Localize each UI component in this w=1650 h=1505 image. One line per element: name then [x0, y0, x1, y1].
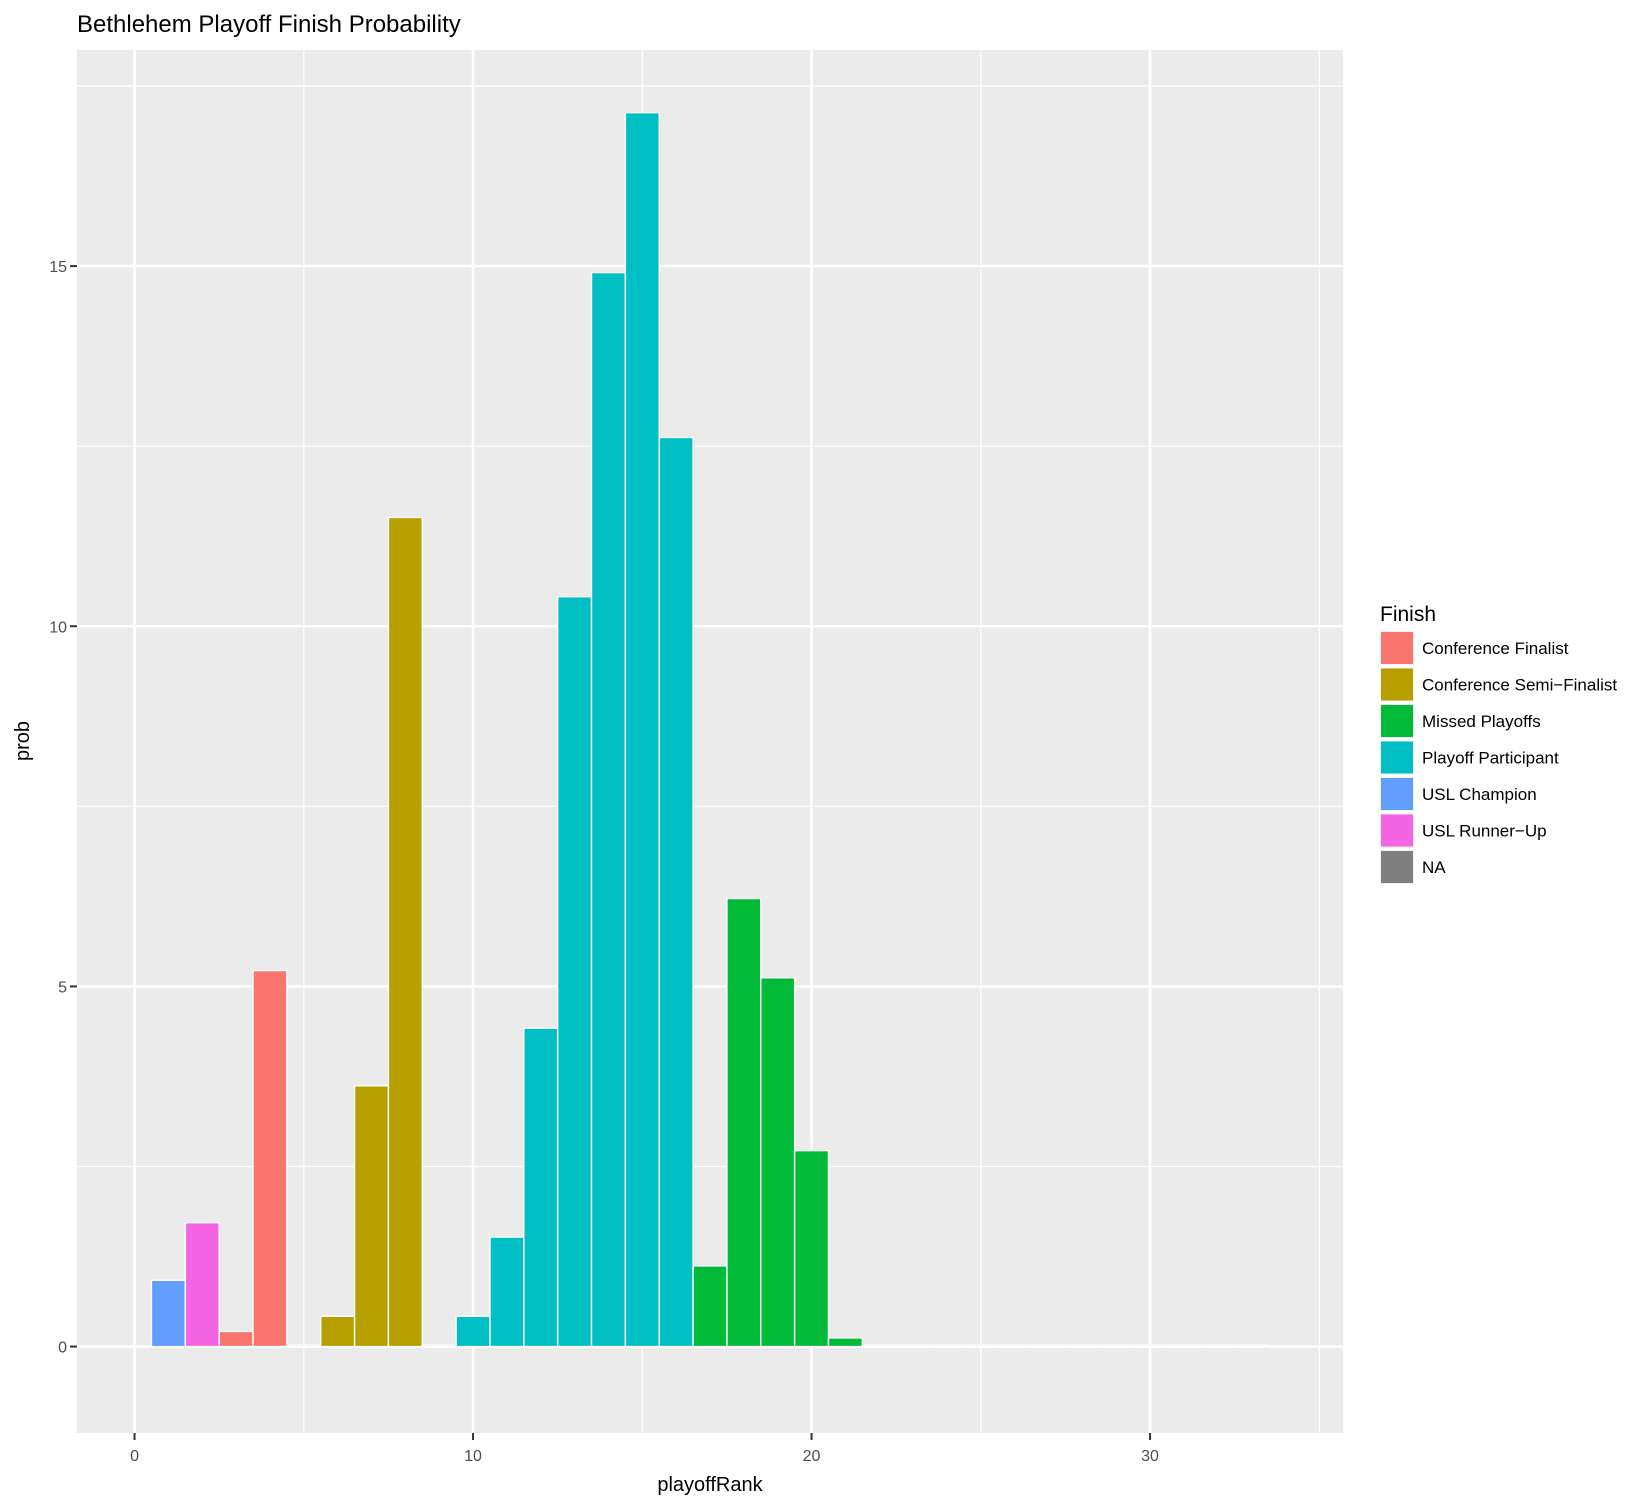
- legend-label: NA: [1422, 858, 1446, 877]
- bar-rank-7: [353, 1085, 390, 1348]
- legend-entries: Conference Finalist Conference Semi−Final…: [1380, 631, 1617, 884]
- y-tick-label: 15: [49, 259, 67, 276]
- bar-rank-18: [726, 897, 762, 1348]
- bar-rank-15: [624, 111, 660, 1348]
- y-axis: 0 5 10 15: [49, 259, 77, 1357]
- legend-swatch: [1381, 632, 1413, 664]
- bar-rank-10: [455, 1315, 491, 1348]
- bar-rank-25: [963, 1344, 999, 1348]
- x-tick-label: 0: [130, 1448, 139, 1465]
- bar-rank-33: [1233, 1344, 1270, 1348]
- chart-title: Bethlehem Playoff Finish Probability: [77, 11, 461, 38]
- y-tick-label: 5: [58, 979, 67, 996]
- bar-rank-14: [590, 271, 627, 1348]
- bar-rank-3: [218, 1330, 254, 1348]
- legend-label: USL Runner−Up: [1422, 822, 1547, 841]
- bar-rank-12: [523, 1027, 559, 1348]
- bar-rank-26: [997, 1344, 1033, 1348]
- legend-title: Finish: [1380, 603, 1436, 626]
- legend-label: Playoff Participant: [1422, 749, 1559, 768]
- bar-rank-17: [692, 1265, 728, 1348]
- bar-rank-31: [1166, 1344, 1202, 1348]
- bar-rank-6: [320, 1315, 356, 1348]
- y-tick-label: 10: [49, 619, 67, 636]
- bar-rank-8: [387, 516, 423, 1348]
- bar-rank-32: [1200, 1344, 1236, 1348]
- bar-rank-2: [184, 1221, 220, 1348]
- bars-group: [150, 111, 1270, 1348]
- bar-rank-21: [827, 1337, 864, 1348]
- x-axis: 0 10 20 30: [130, 1433, 1159, 1465]
- legend-label: Conference Semi−Finalist: [1422, 676, 1617, 695]
- bar-rank-20: [793, 1149, 830, 1348]
- legend-swatch: [1381, 851, 1413, 883]
- legend-swatch: [1381, 814, 1413, 847]
- bar-rank-16: [658, 436, 694, 1348]
- legend-label: Conference Finalist: [1422, 639, 1569, 658]
- x-tick-label: 20: [803, 1448, 821, 1465]
- y-tick-label: 0: [58, 1340, 67, 1357]
- legend-swatch: [1381, 705, 1413, 737]
- y-axis-label: prob: [12, 721, 34, 761]
- plot-panel: [77, 50, 1343, 1433]
- bar-rank-19: [760, 977, 796, 1348]
- bar-rank-28: [1064, 1344, 1100, 1348]
- x-tick-label: 30: [1141, 1448, 1159, 1465]
- legend: Finish Conference Finalist Conference Sem…: [1380, 603, 1617, 884]
- bar-rank-24: [929, 1344, 965, 1348]
- bar-rank-30: [1132, 1344, 1168, 1348]
- bar-rank-9: [421, 1344, 457, 1348]
- legend-swatch: [1381, 741, 1413, 774]
- x-axis-label: playoffRank: [657, 1474, 763, 1496]
- bar-rank-11: [489, 1236, 525, 1348]
- legend-label: USL Champion: [1422, 785, 1537, 804]
- bar-rank-5: [286, 1344, 322, 1348]
- legend-label: Missed Playoffs: [1422, 712, 1541, 731]
- legend-swatch: [1381, 778, 1413, 810]
- bar-rank-23: [895, 1344, 931, 1348]
- bar-rank-27: [1030, 1344, 1067, 1348]
- legend-swatch: [1381, 668, 1413, 701]
- bar-rank-13: [556, 596, 593, 1348]
- bar-rank-1: [150, 1279, 187, 1348]
- bar-rank-29: [1098, 1344, 1134, 1348]
- bar-rank-4: [252, 969, 288, 1348]
- bar-rank-22: [861, 1344, 897, 1348]
- x-tick-label: 10: [464, 1448, 482, 1465]
